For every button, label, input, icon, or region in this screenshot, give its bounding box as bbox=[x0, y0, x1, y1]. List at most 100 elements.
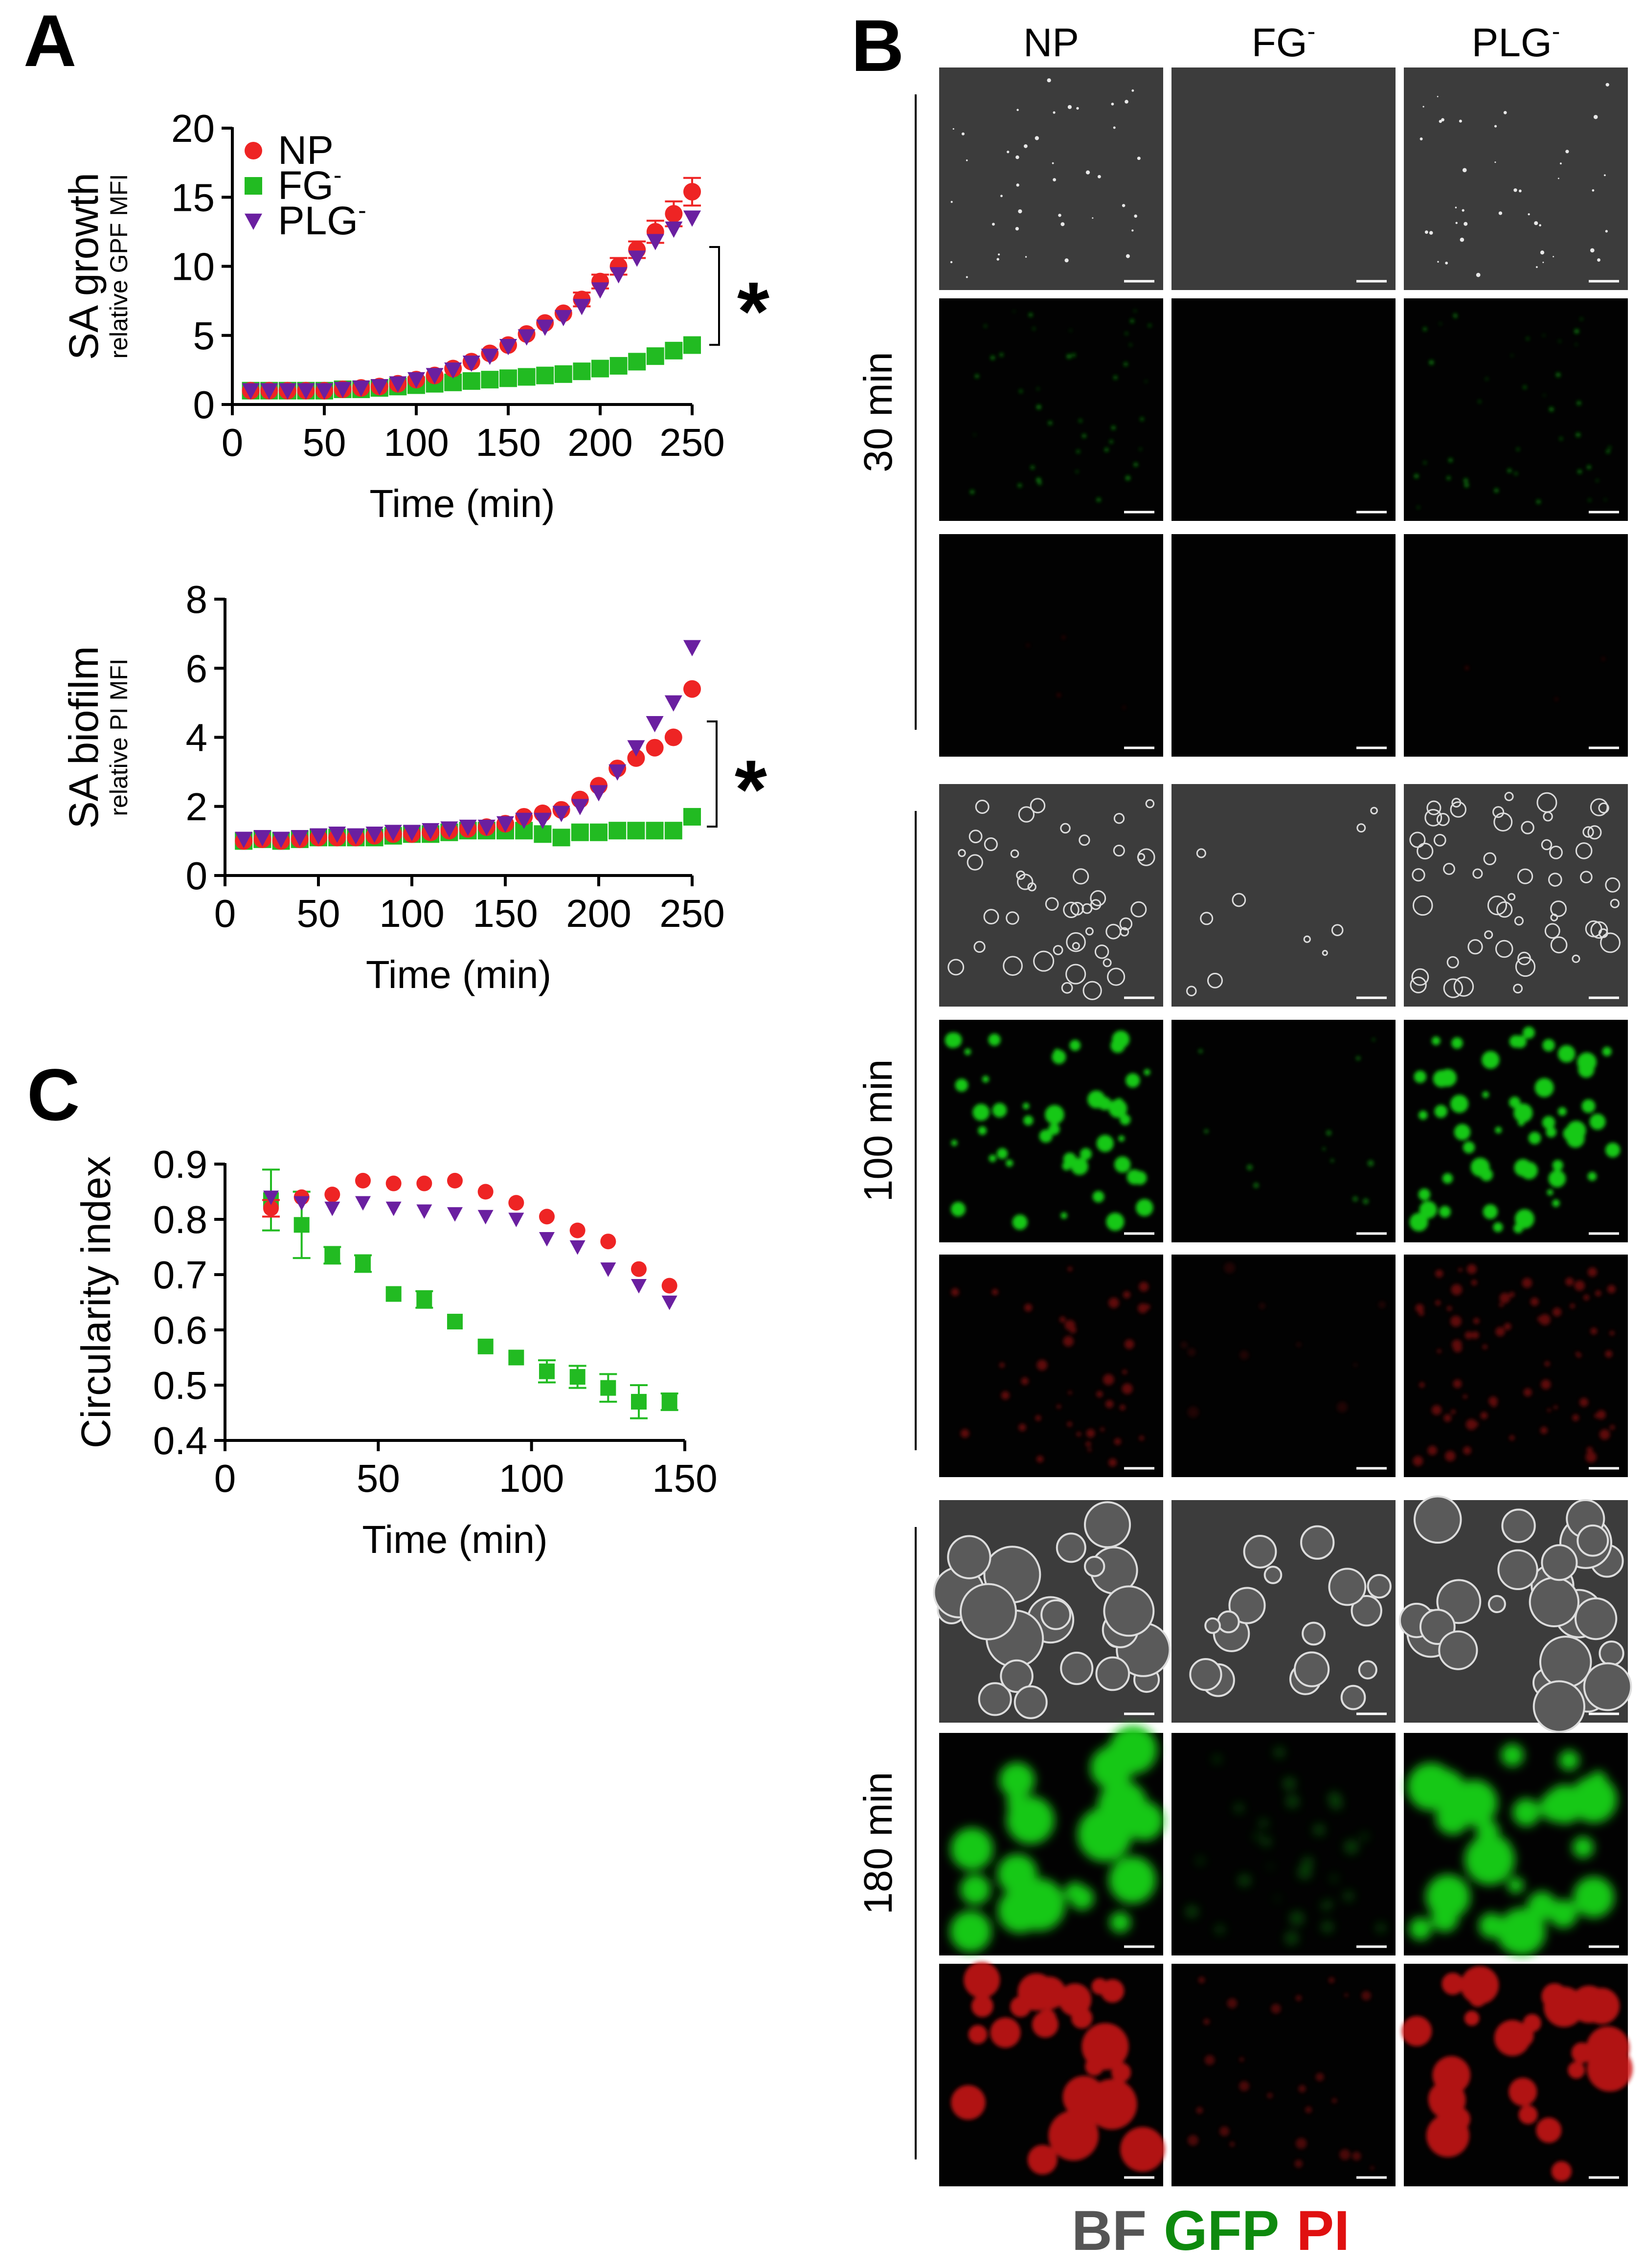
micrograph-plg-bf bbox=[1404, 784, 1628, 1007]
data-point-plg bbox=[297, 383, 315, 400]
data-point-plg bbox=[403, 825, 421, 841]
cell-cluster-layer bbox=[1465, 657, 1605, 700]
y-tick-label: 0.4 bbox=[153, 1419, 207, 1462]
legend-label-np: NP bbox=[278, 128, 334, 173]
x-tick-label: 0 bbox=[214, 892, 236, 935]
data-point-np bbox=[263, 1200, 279, 1216]
x-tick-label: 200 bbox=[566, 892, 631, 935]
y-tick-label: 0.9 bbox=[153, 1143, 207, 1186]
x-tick-label: 150 bbox=[652, 1457, 717, 1500]
micrograph-np-gfp bbox=[939, 1725, 1164, 1955]
data-point-np bbox=[664, 728, 682, 746]
data-point-plg bbox=[235, 831, 253, 848]
panel-label-c: C bbox=[27, 1054, 80, 1136]
data-point-plg bbox=[278, 383, 296, 400]
legend-label-plg: PLG- bbox=[278, 197, 366, 243]
data-point-fg bbox=[481, 371, 499, 389]
data-point-plg bbox=[571, 799, 589, 815]
significance-star: * bbox=[735, 743, 767, 836]
data-point-plg bbox=[370, 379, 388, 396]
micrograph-np-bf bbox=[939, 67, 1163, 290]
data-point-plg bbox=[416, 1204, 432, 1219]
timepoint-label: 100 min bbox=[856, 1059, 901, 1202]
micrograph-fg-pi bbox=[1171, 534, 1396, 757]
micrograph-np-pi bbox=[939, 534, 1163, 757]
data-point-np bbox=[683, 680, 701, 698]
series-fg bbox=[262, 1168, 678, 1419]
cell-cluster-layer bbox=[1419, 83, 1609, 277]
cell-cluster-layer bbox=[933, 1501, 1171, 1719]
data-point-plg bbox=[609, 267, 628, 284]
data-point-plg bbox=[477, 1210, 494, 1225]
y-tick-label: 0 bbox=[193, 383, 215, 427]
legend-marker-fg bbox=[245, 177, 262, 195]
data-point-fg bbox=[518, 368, 536, 386]
data-point-plg bbox=[440, 821, 458, 838]
y-tick-label: 8 bbox=[186, 578, 208, 621]
data-point-plg bbox=[683, 640, 701, 656]
micrograph-fg-gfp bbox=[1171, 298, 1396, 521]
data-point-plg bbox=[328, 826, 346, 843]
y-tick-label: 0.7 bbox=[153, 1253, 207, 1297]
micrograph-plg-pi bbox=[1404, 534, 1628, 757]
data-point-plg bbox=[315, 383, 333, 400]
data-point-plg bbox=[324, 1201, 340, 1216]
y-tick-label: 2 bbox=[186, 785, 208, 829]
significance-bracket: * bbox=[709, 246, 769, 358]
cell-cluster-layer bbox=[950, 1725, 1164, 1953]
micrograph-fg-pi bbox=[1171, 1255, 1396, 1477]
x-tick-label: 150 bbox=[473, 892, 538, 935]
series-plg bbox=[242, 210, 701, 400]
x-tick-label: 100 bbox=[383, 421, 449, 464]
data-point-np bbox=[508, 1195, 524, 1211]
data-point-np bbox=[385, 1175, 402, 1191]
data-point-plg bbox=[628, 250, 646, 267]
x-tick-label: 0 bbox=[214, 1457, 236, 1500]
data-point-plg bbox=[407, 372, 425, 389]
x-tick-label: 100 bbox=[499, 1457, 564, 1500]
data-point-plg bbox=[459, 819, 477, 836]
data-point-plg bbox=[590, 785, 608, 802]
data-point-np bbox=[324, 1187, 340, 1203]
panel-label-a: A bbox=[23, 0, 76, 82]
timepoint-label: 30 min bbox=[856, 352, 901, 472]
data-point-plg bbox=[347, 828, 365, 845]
data-point-plg bbox=[552, 806, 570, 822]
x-tick-label: 150 bbox=[475, 421, 540, 464]
x-tick-label: 100 bbox=[379, 892, 444, 935]
data-point-plg bbox=[539, 1232, 555, 1247]
micrograph-fg-bf bbox=[1171, 1500, 1396, 1723]
data-point-plg bbox=[683, 210, 701, 227]
data-point-plg bbox=[518, 329, 536, 346]
cell-cluster-layer bbox=[1180, 1262, 1386, 1418]
y-tick-label: 0.6 bbox=[153, 1308, 207, 1352]
cell-cluster-layer bbox=[947, 798, 1155, 1000]
significance-bracket: * bbox=[707, 720, 767, 836]
y-tick-label: 6 bbox=[186, 647, 208, 690]
chart-circularity: 0 50 100 150 0.4 0.5 0.6 0.7 0.8 0.9 Time (min) Cir… bbox=[73, 1143, 718, 1561]
data-point-fg bbox=[571, 823, 589, 841]
x-tick-label: 200 bbox=[567, 421, 632, 464]
data-point-plg bbox=[508, 1213, 524, 1227]
x-axis-title: Time (min) bbox=[366, 953, 551, 996]
x-tick-label: 0 bbox=[222, 421, 244, 464]
micrograph-fg-gfp bbox=[1171, 1733, 1396, 1955]
cell-cluster-layer bbox=[1413, 1264, 1616, 1466]
x-tick-label: 250 bbox=[659, 421, 724, 464]
y-tick-label: 4 bbox=[186, 716, 208, 760]
data-point-plg bbox=[661, 1295, 677, 1310]
data-point-fg bbox=[569, 1369, 586, 1385]
data-point-plg bbox=[447, 1207, 463, 1222]
cell-cluster-layer bbox=[1398, 1495, 1632, 1733]
data-point-fg bbox=[499, 369, 517, 387]
data-point-np bbox=[631, 1261, 647, 1277]
data-point-fg bbox=[646, 822, 664, 840]
data-point-fg bbox=[416, 1291, 432, 1307]
y-axis-subtitle: relative PI MFI bbox=[105, 658, 133, 816]
data-point-plg bbox=[426, 368, 444, 384]
data-point-np bbox=[600, 1234, 616, 1250]
data-point-np bbox=[416, 1175, 432, 1191]
series-plg bbox=[235, 640, 701, 848]
column-header-plg: PLG- bbox=[1472, 18, 1560, 65]
timepoint-label: 180 min bbox=[856, 1772, 901, 1915]
